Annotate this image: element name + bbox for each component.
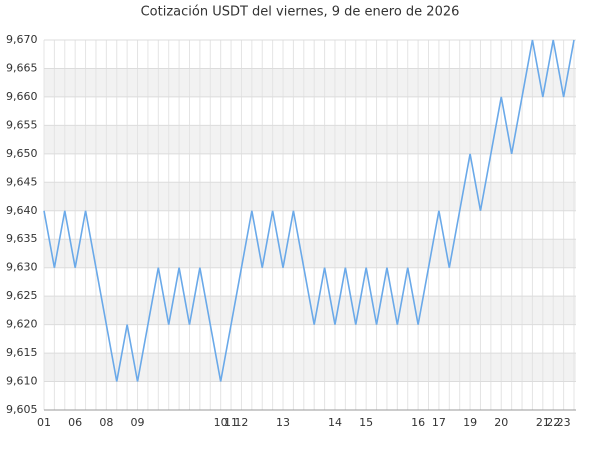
y-tick-label: 9,645: [6, 175, 38, 188]
grid-band: [44, 353, 576, 382]
x-tick-label: 19: [463, 416, 477, 429]
x-tick-label: 06: [68, 416, 82, 429]
x-tick-label: 14: [328, 416, 342, 429]
x-tick-label: 13: [276, 416, 290, 429]
x-tick-label: 21: [536, 416, 550, 429]
x-tick-label: 12: [234, 416, 248, 429]
y-tick-label: 9,610: [6, 375, 38, 388]
y-tick-label: 9,605: [6, 403, 38, 416]
x-tick-label: 15: [359, 416, 373, 429]
x-tick-label: 16: [411, 416, 425, 429]
y-tick-label: 9,625: [6, 289, 38, 302]
x-tick-label: 20: [494, 416, 508, 429]
chart-title: Cotización USDT del viernes, 9 de enero …: [141, 5, 460, 20]
grid-band: [44, 182, 576, 211]
y-tick-label: 9,640: [6, 204, 38, 217]
grid-band: [44, 68, 576, 97]
y-tick-label: 9,660: [6, 90, 38, 103]
x-tick-label: 23: [557, 416, 571, 429]
y-tick-label: 9,620: [6, 318, 38, 331]
y-tick-label: 9,655: [6, 118, 38, 131]
y-tick-label: 9,635: [6, 232, 38, 245]
y-tick-label: 9,665: [6, 61, 38, 74]
line-series: [43, 39, 575, 382]
y-tick-label: 9,615: [6, 346, 38, 359]
grid-band: [44, 125, 576, 154]
x-tick-label: 08: [99, 416, 113, 429]
x-tick-label: 10: [214, 416, 228, 429]
x-tick-label: 22: [546, 416, 560, 429]
y-tick-label: 9,650: [6, 147, 38, 160]
x-tick-label: 09: [131, 416, 145, 429]
y-tick-label: 9,630: [6, 261, 38, 274]
grid-band: [44, 239, 576, 268]
x-tick-label: 01: [37, 416, 51, 429]
x-tick-label: 11: [224, 416, 238, 429]
x-tick-label: 17: [432, 416, 446, 429]
y-tick-label: 9,670: [6, 33, 38, 46]
